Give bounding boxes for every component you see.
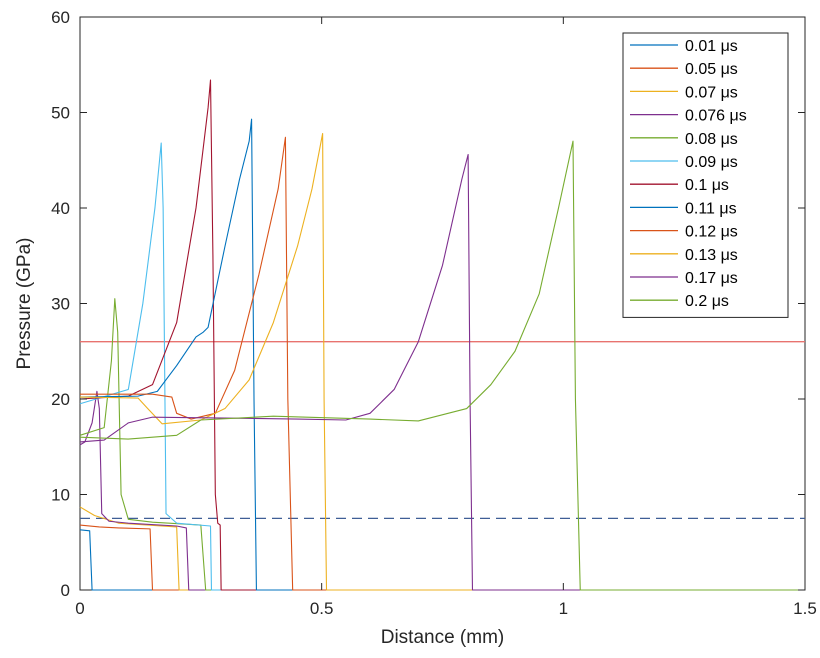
series-line-9: [80, 136, 805, 591]
legend-entry: 0.1 μs: [685, 177, 729, 194]
y-axis-ticks: 0 10 20 30 40 50 60: [51, 8, 805, 600]
legend-entry: 0.076 μs: [685, 108, 747, 125]
y-tick-label: 40: [51, 199, 70, 218]
y-tick-label: 10: [51, 486, 70, 505]
series-line-5: [79, 298, 805, 591]
series-line-6: [79, 142, 805, 591]
legend-entry: 0.13 μs: [685, 247, 738, 264]
y-tick-label: 20: [51, 390, 70, 409]
y-tick-label: 30: [51, 295, 70, 314]
series-line-4: [79, 390, 805, 591]
x-tick-label: 0: [75, 599, 84, 618]
series-line-8: [79, 118, 805, 591]
legend: 0.01 μs 0.05 μs 0.07 μs 0.076 μs 0.08 μs 0.09…: [622, 32, 789, 318]
x-axis-ticks: 0 0.5 1 1.5: [75, 17, 817, 618]
x-tick-label: 0.5: [310, 599, 334, 618]
x-tick-label: 1: [559, 599, 568, 618]
series-line-7: [79, 79, 805, 591]
series-line-12: [79, 140, 805, 591]
legend-entry: 0.09 μs: [685, 154, 738, 171]
x-tick-label: 1.5: [793, 599, 817, 618]
series-line-10: [79, 132, 805, 591]
legend-entry: 0.08 μs: [685, 131, 738, 148]
y-tick-label: 0: [61, 581, 70, 600]
legend-box: [622, 32, 789, 318]
legend-entry: 0.07 μs: [685, 84, 738, 101]
series-lines: [79, 79, 805, 591]
legend-entry: 0.05 μs: [685, 61, 738, 78]
x-axis-label: Distance (mm): [381, 627, 505, 648]
series-line-11: [79, 153, 805, 591]
legend-entry: 0.2 μs: [685, 293, 729, 310]
legend-entry: 0.01 μs: [685, 38, 738, 55]
reference-lines: [80, 341, 805, 520]
legend-entry: 0.11 μs: [685, 200, 737, 217]
y-tick-label: 50: [51, 104, 70, 123]
legend-entry: 0.12 μs: [685, 224, 738, 241]
y-axis-label: Pressure (GPa): [14, 238, 35, 370]
y-tick-label: 60: [51, 8, 70, 27]
legend-entry: 0.17 μs: [685, 270, 738, 287]
